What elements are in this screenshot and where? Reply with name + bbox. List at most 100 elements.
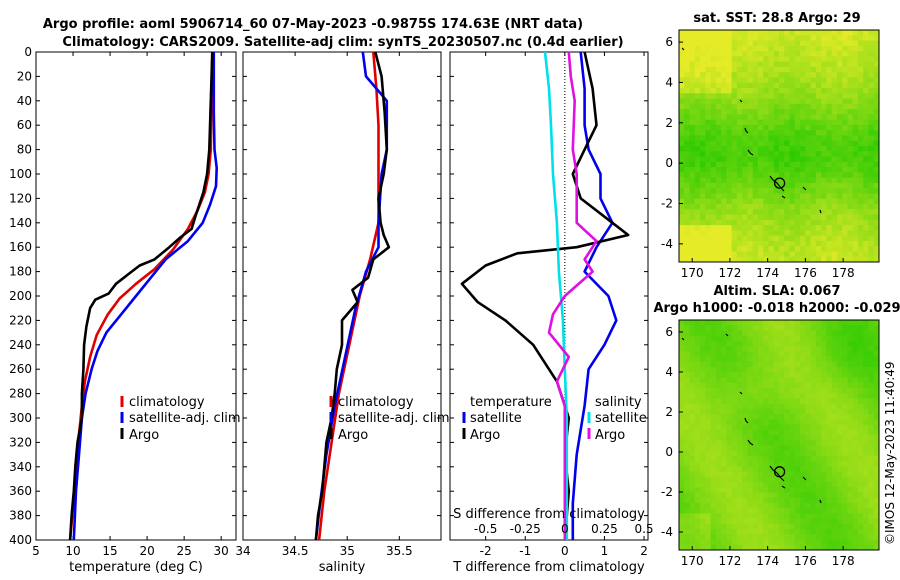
heatmap-cell <box>784 461 791 467</box>
depth-axis-ticks: 0204060801001201401601802002202402602803… <box>9 45 236 547</box>
heatmap-cell <box>815 414 822 420</box>
heatmap-cell <box>836 497 843 504</box>
heatmap-cell <box>863 356 869 363</box>
heatmap-cell <box>831 45 838 52</box>
heatmap-cell <box>831 151 838 158</box>
heatmap-cell <box>726 523 733 530</box>
heatmap-cell <box>863 177 869 184</box>
heatmap-cell <box>821 82 827 89</box>
heatmap-cell <box>831 340 838 347</box>
heatmap-cell <box>863 387 869 394</box>
heatmap-cell <box>857 340 864 347</box>
heatmap-cell <box>752 351 759 358</box>
heatmap-cell <box>784 209 791 216</box>
heatmap-cell <box>694 544 701 551</box>
t-difference-axis-ticks: -2 -1 0 1 2 <box>480 52 648 558</box>
heatmap-cell <box>852 497 859 504</box>
difference-depth-ticks <box>450 51 648 541</box>
heatmap-cell <box>679 114 685 121</box>
heatmap-cell <box>826 424 833 431</box>
heatmap-cell <box>773 182 780 189</box>
heatmap-cell <box>779 219 785 226</box>
heatmap-cell <box>805 529 812 535</box>
heatmap-cell <box>747 487 754 493</box>
heatmap-cell <box>757 502 764 509</box>
heatmap-cell <box>721 35 727 42</box>
heatmap-cell <box>731 497 738 504</box>
heatmap-cell <box>736 72 743 78</box>
heatmap-cell <box>810 534 817 541</box>
heatmap-cell <box>689 523 696 530</box>
heatmap-cell <box>768 351 775 358</box>
heatmap-cell <box>715 130 722 136</box>
heatmap-cell <box>784 72 791 78</box>
heatmap-cell <box>863 135 869 142</box>
heatmap-cell <box>747 398 754 405</box>
heatmap-cell <box>826 240 833 247</box>
heatmap-cell <box>842 487 848 493</box>
heatmap-cell <box>726 140 733 147</box>
x-tick-label: 10 <box>65 544 80 558</box>
heatmap-cell <box>679 393 685 399</box>
heatmap-cell <box>863 93 869 100</box>
heatmap-cell <box>857 161 864 168</box>
heatmap-cell <box>794 151 801 158</box>
heatmap-cell <box>794 156 801 163</box>
heatmap-cell <box>842 193 848 200</box>
heatmap-cell <box>684 235 691 242</box>
heatmap-cell <box>705 135 712 142</box>
heatmap-cell <box>805 320 812 326</box>
heatmap-cell <box>826 72 833 78</box>
heatmap-cell <box>800 130 806 136</box>
heatmap-cell <box>857 72 864 78</box>
heatmap-cell <box>689 387 696 394</box>
heatmap-cell <box>857 30 864 36</box>
heatmap-cell <box>773 398 780 405</box>
heatmap-cell <box>852 35 859 42</box>
heatmap-cell <box>847 508 854 514</box>
heatmap-cell <box>826 77 833 84</box>
heatmap-cell <box>768 35 775 42</box>
heatmap-cell <box>773 455 780 462</box>
heatmap-cell <box>852 518 859 525</box>
heatmap-cell <box>726 487 733 493</box>
heatmap-cell <box>742 51 748 57</box>
heatmap-cell <box>694 424 701 431</box>
heatmap-cell <box>831 445 838 452</box>
heatmap-cell <box>684 398 691 405</box>
heatmap-cell <box>852 240 859 247</box>
heatmap-cell <box>800 356 806 363</box>
heatmap-cell <box>800 61 806 68</box>
heatmap-cell <box>726 182 733 189</box>
heatmap-cell <box>679 124 685 131</box>
heatmap-cell <box>831 539 838 546</box>
heatmap-cell <box>684 367 691 373</box>
heatmap-cell <box>773 198 780 205</box>
heatmap-cell <box>689 167 696 173</box>
heatmap-cell <box>752 440 759 446</box>
heatmap-cell <box>857 361 864 368</box>
x-tick-label: 35.5 <box>386 544 413 558</box>
heatmap-cell <box>873 146 880 152</box>
heatmap-cell <box>779 450 785 457</box>
heatmap-cell <box>763 424 769 431</box>
heatmap-cell <box>810 497 817 504</box>
heatmap-cell <box>773 256 780 263</box>
heatmap-cell <box>715 476 722 483</box>
heatmap-cell <box>794 56 801 63</box>
heatmap-cell <box>815 534 822 541</box>
series-line-argo <box>68 51 214 541</box>
heatmap-cell <box>831 482 838 488</box>
heatmap-cell <box>700 240 706 247</box>
heatmap-cell <box>836 240 843 247</box>
heatmap-cell <box>752 403 759 410</box>
heatmap-cell <box>873 482 880 488</box>
heatmap-cell <box>842 408 848 415</box>
heatmap-cell <box>731 335 738 342</box>
heatmap-cell <box>684 182 691 189</box>
heatmap-cell <box>747 387 754 394</box>
heatmap-cell <box>710 167 717 173</box>
heatmap-cell <box>705 330 712 337</box>
heatmap-cell <box>800 361 806 368</box>
heatmap-cell <box>852 424 859 431</box>
